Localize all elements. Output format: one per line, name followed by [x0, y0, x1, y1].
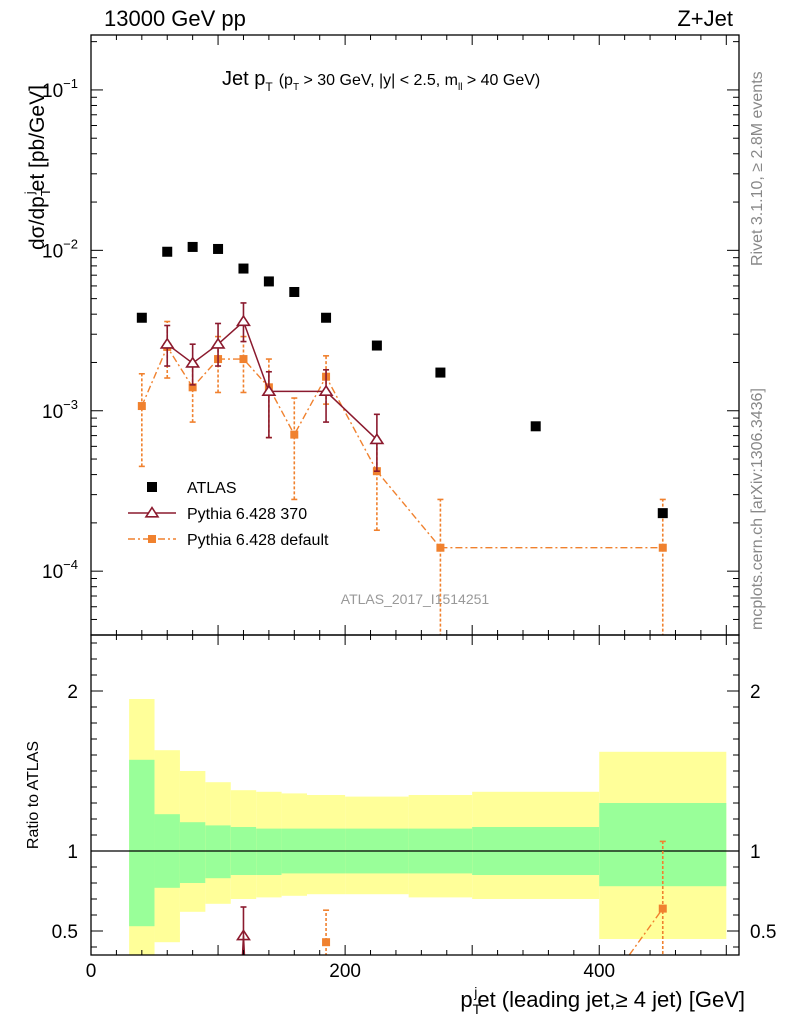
ratio-series — [235, 840, 667, 955]
ratio-ytick-label-left-1: 1 — [67, 842, 78, 863]
ytick-label-1: 10−2 — [42, 236, 78, 262]
pythia-370-point-5 — [318, 384, 334, 396]
ratio-ytick-label-left-0: 2 — [67, 682, 78, 703]
xtick-label-1: 200 — [329, 961, 361, 982]
atlas-point-6 — [289, 286, 300, 297]
legend-default-marker — [148, 535, 156, 543]
atlas-point-5 — [263, 276, 274, 287]
pythia-370-point-6 — [369, 432, 385, 445]
pythia-default-point-9 — [436, 543, 445, 552]
inner-band-5 — [256, 828, 282, 875]
pythia-default-point-2 — [188, 383, 197, 392]
legend-370-marker — [144, 506, 160, 518]
inner-band-3 — [205, 825, 231, 879]
header-left: 13000 GeV pp — [104, 6, 246, 31]
pythia-default-point-4 — [239, 355, 248, 364]
atlas-point-9 — [435, 367, 446, 378]
ratio-370-point-0 — [235, 928, 251, 941]
atlas-point-3 — [213, 243, 224, 254]
atlas-point-7 — [321, 312, 332, 323]
pythia-370-point-2 — [210, 337, 226, 349]
ytick-label-2: 10−3 — [42, 397, 78, 423]
legend: ATLAS Pythia 6.428 370 Pythia 6.428 defaul… — [128, 480, 329, 549]
ratio-ylabel: Ratio to ATLAS — [25, 741, 42, 849]
ratio-ytick-label-right-1: 1 — [750, 842, 761, 863]
pythia-370-point-3 — [235, 314, 251, 327]
ratio-ytick-label-left-2: 0.5 — [52, 922, 78, 943]
legend-atlas-label: ATLAS — [187, 480, 237, 497]
header-right: Z+Jet — [677, 6, 733, 31]
xtick-label-0: 0 — [86, 961, 97, 982]
inner-band-0 — [129, 759, 155, 927]
pythia-default-point-6 — [290, 430, 299, 439]
ytick-label-3: 10−4 — [42, 557, 78, 583]
rivet-label: Rivet 3.1.10, ≥ 2.8M events — [749, 71, 766, 266]
atlas-point-2 — [187, 241, 198, 252]
pythia-370-point-4 — [261, 384, 277, 396]
analysis-watermark: ATLAS_2017_I1514251 — [341, 591, 490, 607]
legend-atlas-marker — [147, 482, 157, 492]
main-ylabel: dσ/dpTjet [pb/GeV] — [22, 85, 53, 250]
pythia-default-line — [141, 345, 441, 549]
atlas-point-0 — [136, 312, 147, 323]
ratio-ytick-label-right-2: 0.5 — [750, 922, 776, 943]
ratio-default-point-1 — [658, 904, 667, 913]
ratio-default-point-0 — [322, 938, 331, 947]
ytick-label-0: 10−1 — [42, 76, 78, 102]
pythia-default-point-0 — [137, 402, 146, 411]
ratio-frame — [90, 634, 740, 956]
axes: 0 200 400 10−1 10−2 10−3 10−4 2 2 1 1 0.5 0.5 — [42, 34, 776, 982]
legend-default-label: Pythia 6.428 default — [187, 532, 329, 549]
inner-band-2 — [179, 822, 206, 883]
pythia-370-point-1 — [185, 356, 201, 368]
ratio-ytick-label-right-0: 2 — [750, 682, 761, 703]
atlas-point-4 — [238, 263, 249, 274]
main-series — [136, 241, 668, 635]
xtick-label-2: 400 — [583, 961, 615, 982]
atlas-point-1 — [162, 246, 173, 257]
pythia-370-point-0 — [159, 337, 175, 349]
atlas-point-8 — [371, 340, 382, 351]
legend-370-label: Pythia 6.428 370 — [187, 506, 307, 523]
xlabel: pTjet (leading jet,≥ 4 jet) [GeV] — [460, 984, 745, 1017]
atlas-point-11 — [657, 508, 668, 519]
pythia-default-point-10 — [658, 543, 667, 552]
atlas-point-10 — [530, 421, 541, 432]
ratio-bands — [129, 699, 727, 955]
main-title: Jet pT (pT > 30 GeV, |y| < 2.5, mll > 40 … — [222, 68, 540, 94]
mcplots-label: mcplots.cern.ch [arXiv:1306.3436] — [749, 388, 766, 630]
